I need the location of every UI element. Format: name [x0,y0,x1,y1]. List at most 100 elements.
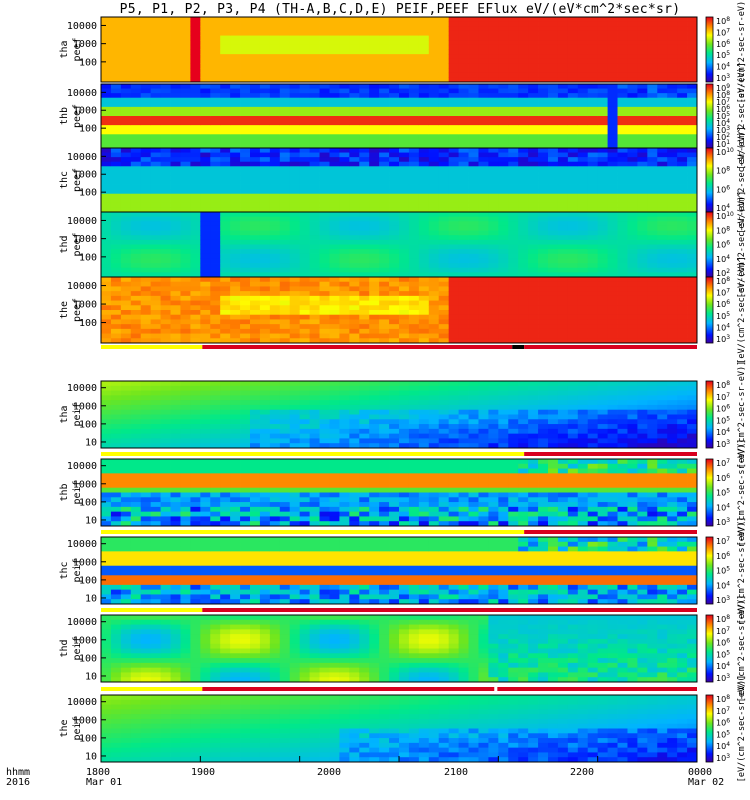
y-tick-label: 10000 [67,697,97,708]
y-tick-label: 10000 [67,383,97,394]
y-axis-label-product: peif [72,636,83,660]
colorbar-tick-label: 107 [716,288,730,298]
colorbar-tick-label: 105 [716,111,730,121]
y-axis-label-probe: thc [59,171,70,189]
x-tick-sublabel: Mar 02 [688,777,725,788]
panel-frame [100,276,698,344]
colorbar-tick-label: 105 [716,649,730,659]
y-tick-label: 100 [79,124,97,135]
y-tick-label: 10 [85,671,97,682]
colorbar [705,536,714,605]
flag-bar-segment [202,687,495,691]
y-axis-label-probe: tha [59,40,70,58]
colorbar-tick-label: 105 [716,488,730,498]
colorbar-tick-label: 101 [716,139,730,149]
colorbar-tick-label: 108 [716,166,730,176]
y-tick-label: 10000 [67,539,97,550]
y-axis-label-probe: tha [59,405,70,423]
colorbar-unit-label: [eV/(cm^2-sec-sr-eV)] [737,256,747,363]
colorbar [705,16,714,83]
colorbar-unit-label: [eV/(cm^2-sec-sr-eV)] [737,191,747,298]
colorbar-tick-label: 104 [716,254,730,264]
y-axis-label-probe: thb [59,483,70,501]
y-tick-label: 10000 [67,216,97,227]
flag-bar-segment [512,345,525,349]
colorbar-tick-label: 107 [716,27,730,37]
y-tick-label: 10000 [67,88,97,99]
y-axis-label-product: peef [72,298,83,322]
colorbar [705,694,714,763]
colorbar [705,380,714,449]
colorbar-unit-label: [eV/(cm^2-sec-sr-eV)] [737,0,747,103]
colorbar-tick-label: 104 [716,580,730,590]
colorbar-tick-label: 105 [716,415,730,425]
y-tick-label: 1000 [73,479,97,490]
y-axis-label-product: peef [72,168,83,192]
panel-thb-peif: 10000 1000 100 10 thb peif 107 106 105 104 103 [eV/… [59,439,747,546]
flag-bar-segment [497,687,697,691]
colorbar [705,614,714,683]
x-tick-label: 1800 [86,767,111,778]
y-tick-label: 1000 [73,170,97,181]
y-axis-label-product: peif [72,480,83,504]
colorbar-tick-label: 104 [716,741,730,751]
panel-thc-peif: 10000 1000 100 10 thc peif 107 106 105 104 103 [eV/… [59,517,747,624]
colorbar-tick-label: 103 [716,753,730,763]
colorbar-tick-label: 107 [716,458,730,468]
colorbar-tick-label: 105 [716,311,730,321]
colorbar-tick-label: 108 [716,276,730,286]
colorbar-tick-label: 108 [716,90,730,100]
colorbar-tick-label: 105 [716,50,730,60]
flag-bar-segment [101,452,525,456]
y-tick-label: 10000 [67,461,97,472]
y-axis-label-product: peif [72,402,83,426]
y-axis-label-probe: thd [59,235,70,253]
flag-bar-segment [101,530,525,534]
colorbar-tick-label: 103 [716,673,730,683]
colorbar-unit-label: [eV/(cm^2-sec-sr-eV)] [737,126,747,233]
colorbar-tick-label: 1010 [716,211,734,221]
colorbar-tick-label: 107 [716,392,730,402]
y-tick-label: 10 [85,437,97,448]
colorbar-tick-label: 107 [716,97,730,107]
panel-thc-peef: 10000 1000 100 thc peef 1010 108 106 104 [eV/(cm^… [59,126,747,233]
y-tick-label: 100 [79,188,97,199]
colorbar-tick-label: 106 [716,184,730,194]
y-tick-label: 1000 [73,300,97,311]
y-tick-label: 100 [79,419,97,430]
y-tick-label: 1000 [73,401,97,412]
colorbar-tick-label: 108 [716,694,730,704]
colorbar-tick-label: 103 [716,73,730,83]
x-tick-label: 2000 [317,767,342,778]
flag-bar-segment [101,345,203,349]
panel-frame [100,458,698,527]
y-tick-label: 100 [79,318,97,329]
colorbar-tick-label: 108 [716,614,730,624]
colorbar-tick-label: 106 [716,240,730,250]
x-tick-sublabel: Mar 01 [86,777,123,788]
colorbar-tick-label: 108 [716,225,730,235]
y-tick-label: 100 [79,733,97,744]
y-tick-label: 100 [79,57,97,68]
flag-bar-segment [494,687,498,691]
y-axis-label-probe: the [59,719,70,737]
x-axis-row-label-year: 2016 [6,777,31,788]
colorbar-tick-label: 106 [716,473,730,483]
flag-bar-segment [524,452,697,456]
colorbar-tick-label: 106 [716,551,730,561]
colorbar [705,147,714,213]
colorbar-tick-label: 107 [716,706,730,716]
y-axis-label-probe: thb [59,107,70,125]
y-axis-label-probe: thc [59,561,70,579]
colorbar-tick-label: 107 [716,626,730,636]
y-tick-label: 100 [79,497,97,508]
colorbar-unit-label: [eV/(cm^2-sec-sr-eV)] [737,675,747,782]
colorbar-unit-label: [eV/(cm^2-sec-sr-eV)] [737,517,747,624]
colorbar-tick-label: 103 [716,125,730,135]
colorbar-tick-label: 103 [716,439,730,449]
y-axis-label-product: peef [72,232,83,256]
colorbar-tick-label: 106 [716,299,730,309]
y-tick-label: 1000 [73,39,97,50]
y-tick-label: 10000 [67,617,97,628]
